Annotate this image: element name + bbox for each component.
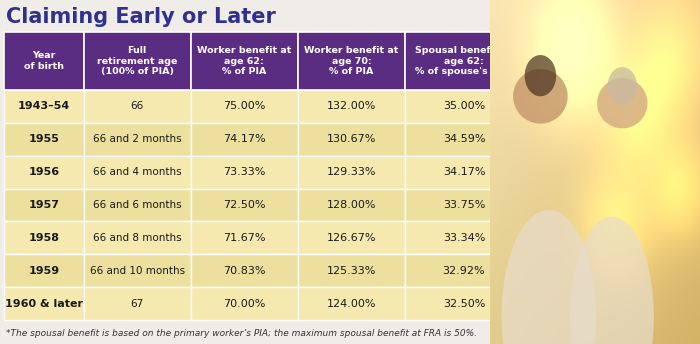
Bar xyxy=(83,123,190,156)
Text: Claiming Early or Later: Claiming Early or Later xyxy=(6,7,276,27)
Bar xyxy=(405,156,523,189)
Bar xyxy=(405,189,523,222)
Bar xyxy=(298,222,405,254)
Text: 129.33%: 129.33% xyxy=(327,167,376,177)
Bar xyxy=(298,90,405,123)
Bar xyxy=(83,222,190,254)
Bar xyxy=(298,287,405,320)
Bar xyxy=(83,287,190,320)
Bar xyxy=(405,32,523,90)
Text: 1960 & later: 1960 & later xyxy=(5,299,83,309)
Text: Worker benefit at
age 70:
% of PIA: Worker benefit at age 70: % of PIA xyxy=(304,46,398,76)
Bar xyxy=(190,287,298,320)
Text: 34.17%: 34.17% xyxy=(442,167,485,177)
Text: 66: 66 xyxy=(131,101,144,111)
Bar xyxy=(298,123,405,156)
Bar xyxy=(4,32,83,90)
Bar xyxy=(83,189,190,222)
Bar xyxy=(4,32,523,320)
Text: 130.67%: 130.67% xyxy=(327,134,376,144)
Bar xyxy=(4,254,83,287)
Text: 1955: 1955 xyxy=(29,134,60,144)
Bar xyxy=(4,287,83,320)
Text: Year
of birth: Year of birth xyxy=(24,51,64,71)
Text: 124.00%: 124.00% xyxy=(327,299,376,309)
Bar xyxy=(83,32,190,90)
Ellipse shape xyxy=(501,210,596,344)
Text: 72.50%: 72.50% xyxy=(223,200,265,210)
Bar xyxy=(190,222,298,254)
Text: 70.83%: 70.83% xyxy=(223,266,265,276)
Text: 132.00%: 132.00% xyxy=(327,101,376,111)
Text: 35.00%: 35.00% xyxy=(443,101,485,111)
Bar xyxy=(298,254,405,287)
Text: 33.75%: 33.75% xyxy=(443,200,485,210)
Bar xyxy=(4,156,83,189)
Bar xyxy=(4,123,83,156)
Bar xyxy=(405,222,523,254)
Bar xyxy=(83,254,190,287)
Bar xyxy=(405,90,523,123)
Text: 75.00%: 75.00% xyxy=(223,101,265,111)
Bar xyxy=(4,90,83,123)
Text: 71.67%: 71.67% xyxy=(223,233,265,243)
Text: 32.92%: 32.92% xyxy=(442,266,485,276)
Text: 33.34%: 33.34% xyxy=(443,233,485,243)
Text: 73.33%: 73.33% xyxy=(223,167,265,177)
Text: 66 and 2 months: 66 and 2 months xyxy=(93,134,181,144)
Text: *The spousal benefit is based on the primary worker’s PIA; the maximum spousal b: *The spousal benefit is based on the pri… xyxy=(6,329,477,338)
Bar xyxy=(83,90,190,123)
Text: 1957: 1957 xyxy=(28,200,60,210)
Bar xyxy=(405,287,523,320)
Text: 66 and 4 months: 66 and 4 months xyxy=(93,167,181,177)
Bar xyxy=(190,254,298,287)
Text: Spousal benefit at
age 62:
% of spouse's PIA*: Spousal benefit at age 62: % of spouse's… xyxy=(414,46,513,76)
Bar xyxy=(298,189,405,222)
Bar xyxy=(298,32,405,90)
Bar xyxy=(298,156,405,189)
Ellipse shape xyxy=(608,67,637,105)
Text: 125.33%: 125.33% xyxy=(327,266,376,276)
Bar xyxy=(405,254,523,287)
Text: 1956: 1956 xyxy=(28,167,60,177)
Bar xyxy=(190,189,298,222)
Text: 1943–54: 1943–54 xyxy=(18,101,70,111)
Bar xyxy=(83,156,190,189)
Text: 67: 67 xyxy=(131,299,144,309)
Text: 66 and 8 months: 66 and 8 months xyxy=(93,233,181,243)
Text: Worker benefit at
age 62:
% of PIA: Worker benefit at age 62: % of PIA xyxy=(197,46,291,76)
Text: 66 and 6 months: 66 and 6 months xyxy=(93,200,181,210)
Text: 34.59%: 34.59% xyxy=(442,134,485,144)
Text: 74.17%: 74.17% xyxy=(223,134,265,144)
Bar xyxy=(190,123,298,156)
Bar xyxy=(190,32,298,90)
Bar xyxy=(190,156,298,189)
Text: 32.50%: 32.50% xyxy=(443,299,485,309)
Ellipse shape xyxy=(525,55,556,96)
Bar xyxy=(190,90,298,123)
Bar xyxy=(4,222,83,254)
Circle shape xyxy=(513,69,568,123)
Text: Full
retirement age
(100% of PIA): Full retirement age (100% of PIA) xyxy=(97,46,177,76)
Text: 126.67%: 126.67% xyxy=(327,233,376,243)
Bar xyxy=(4,189,83,222)
Text: 66 and 10 months: 66 and 10 months xyxy=(90,266,185,276)
Text: 128.00%: 128.00% xyxy=(327,200,376,210)
Text: 1958: 1958 xyxy=(28,233,60,243)
Bar xyxy=(405,123,523,156)
Text: 70.00%: 70.00% xyxy=(223,299,265,309)
Ellipse shape xyxy=(570,217,654,344)
Text: 1959: 1959 xyxy=(28,266,60,276)
Circle shape xyxy=(597,78,648,128)
